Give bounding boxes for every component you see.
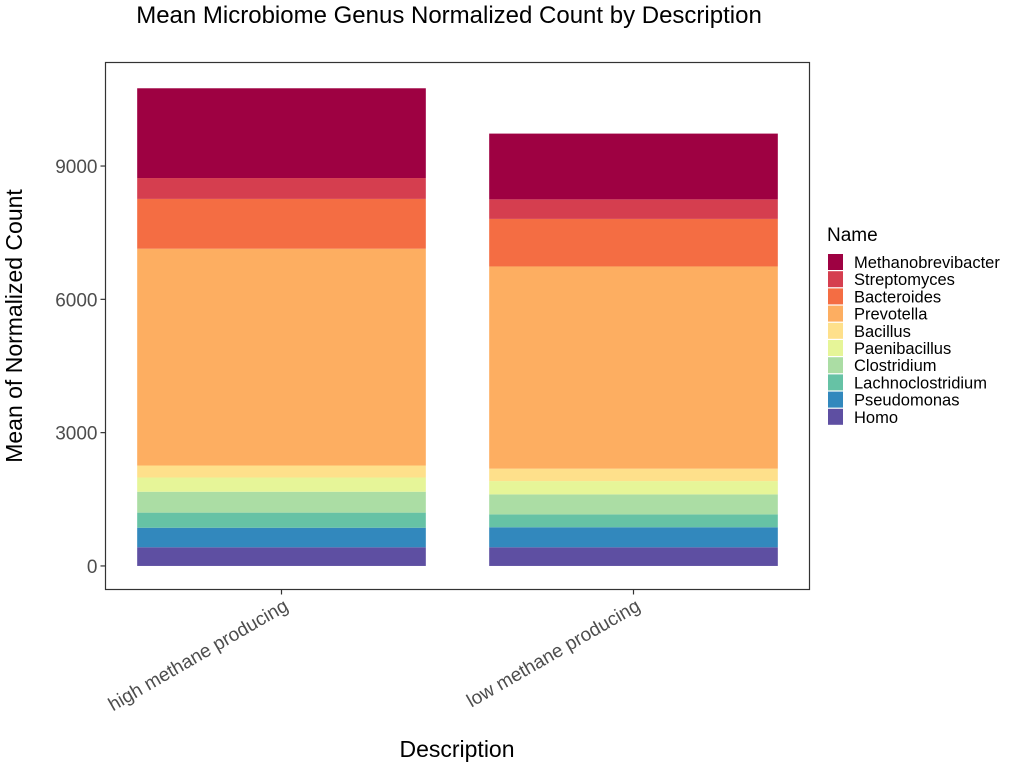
legend-swatch-lachnoclostridium [828, 374, 843, 390]
y-tick-label: 9000 [55, 157, 97, 178]
x-axis: high methane producing low methane produc… [105, 590, 644, 716]
legend-swatch-homo [828, 409, 843, 425]
y-axis-title: Mean of Normalized Count [1, 189, 27, 463]
bar-segment-streptomyces [489, 199, 778, 219]
bar-segment-pseudomonas [137, 528, 426, 548]
bar-segment-paenibacillus [137, 478, 426, 492]
legend-label: Clostridium [854, 357, 937, 375]
bar-segment-bacteroides [489, 219, 778, 267]
legend-swatch-streptomyces [828, 271, 843, 287]
legend-label: Pseudomonas [854, 392, 960, 410]
legend-swatch-bacteroides [828, 288, 843, 304]
bar-segment-clostridium [137, 492, 426, 513]
bar-segment-homo [137, 547, 426, 566]
legend-swatch-methanobrevibacter [828, 254, 843, 270]
legend-label: Paenibacillus [854, 340, 951, 358]
legend: Name MethanobrevibacterStreptomycesBacte… [827, 225, 1000, 427]
legend-swatch-prevotella [828, 306, 843, 322]
legend-label: Methanobrevibacter [854, 254, 1000, 272]
bar-segment-bacillus [489, 469, 778, 481]
legend-title: Name [827, 225, 878, 246]
x-axis-title: Description [399, 736, 514, 762]
bar-segment-homo [489, 547, 778, 566]
bar-segment-bacillus [137, 466, 426, 478]
legend-label: Lachnoclostridium [854, 374, 987, 392]
y-axis: 0 3000 6000 9000 [55, 157, 105, 578]
bar-segment-bacteroides [137, 199, 426, 249]
x-tick-label: low methane producing [463, 596, 644, 712]
bar-segment-lachnoclostridium [137, 513, 426, 528]
bar-segment-streptomyces [137, 178, 426, 199]
legend-swatch-paenibacillus [828, 340, 843, 356]
bar-segment-clostridium [489, 494, 778, 514]
chart-title: Mean Microbiome Genus Normalized Count b… [136, 2, 762, 29]
bar-segment-methanobrevibacter [137, 88, 426, 178]
y-tick-label: 6000 [55, 290, 97, 311]
bar-segment-paenibacillus [489, 481, 778, 494]
bar-segment-prevotella [137, 249, 426, 466]
legend-swatch-clostridium [828, 357, 843, 373]
y-tick-label: 3000 [55, 424, 97, 445]
bar-segment-methanobrevibacter [489, 134, 778, 200]
bar-segment-pseudomonas [489, 527, 778, 547]
legend-swatch-pseudomonas [828, 392, 843, 408]
legend-label: Homo [854, 409, 898, 427]
legend-label: Bacillus [854, 323, 911, 341]
x-tick-label: high methane producing [105, 596, 292, 716]
legend-swatch-bacillus [828, 323, 843, 339]
legend-label: Bacteroides [854, 288, 941, 306]
legend-label: Streptomyces [854, 271, 955, 289]
bar-segment-prevotella [489, 266, 778, 468]
y-tick-label: 0 [87, 557, 98, 578]
legend-label: Prevotella [854, 306, 928, 324]
bar-segment-lachnoclostridium [489, 514, 778, 527]
